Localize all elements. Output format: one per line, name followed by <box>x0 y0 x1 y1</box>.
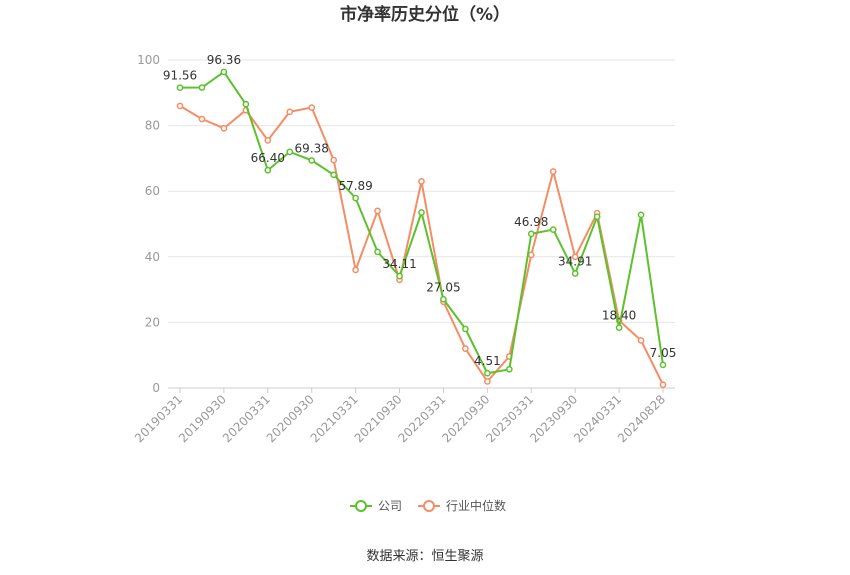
legend-label[interactable]: 公司 <box>378 499 402 513</box>
data-point[interactable] <box>659 381 667 389</box>
data-point[interactable] <box>330 156 338 164</box>
data-label: 34.11 <box>382 257 416 271</box>
data-point[interactable] <box>462 325 469 333</box>
data-point[interactable] <box>484 378 491 385</box>
series-layer <box>176 68 667 389</box>
source-note: 数据来源：恒生聚源 <box>366 549 483 564</box>
x-tick-label: 20240828 <box>615 392 668 445</box>
data-label: 69.38 <box>295 141 329 155</box>
data-point[interactable] <box>396 272 403 280</box>
data-point[interactable] <box>440 295 447 303</box>
data-point[interactable] <box>637 211 645 219</box>
series-line <box>179 105 664 386</box>
data-point[interactable] <box>176 84 184 92</box>
legend-marker <box>355 500 367 512</box>
data-point[interactable] <box>220 68 228 76</box>
data-point[interactable] <box>505 365 513 373</box>
data-point[interactable] <box>264 137 272 144</box>
y-axis-labels: 0 20 40 60 80 100 <box>137 53 160 395</box>
data-point[interactable] <box>615 324 623 331</box>
data-label: 46.98 <box>514 215 548 229</box>
data-point[interactable] <box>330 171 338 179</box>
data-point[interactable] <box>571 253 579 261</box>
y-tick-label: 100 <box>137 53 160 67</box>
data-point[interactable] <box>308 157 316 164</box>
y-tick-label: 0 <box>152 381 160 395</box>
data-label: 66.40 <box>251 151 285 165</box>
y-tick-label: 80 <box>145 119 160 133</box>
y-tick-label: 40 <box>145 250 160 264</box>
data-point[interactable] <box>264 166 272 174</box>
legend-marker <box>423 500 435 512</box>
data-label: 91.56 <box>163 69 197 83</box>
data-point[interactable] <box>527 230 535 238</box>
data-point[interactable] <box>549 168 557 175</box>
data-point[interactable] <box>286 148 294 156</box>
data-point[interactable] <box>176 102 184 110</box>
legend[interactable]: 公司 行业中位数 <box>350 498 506 513</box>
data-point[interactable] <box>308 104 316 111</box>
data-label: 18.40 <box>602 309 636 323</box>
data-point[interactable] <box>352 194 359 202</box>
data-point[interactable] <box>593 213 601 221</box>
data-label: 4.51 <box>474 354 501 368</box>
data-point[interactable] <box>418 178 425 185</box>
data-labels: 91.56 96.36 66.40 69.38 57.89 34.11 27.05 4.51 4… <box>163 53 677 368</box>
data-label: 7.05 <box>650 346 677 360</box>
data-point[interactable] <box>242 100 250 108</box>
data-label: 57.89 <box>338 179 372 193</box>
legend-label[interactable]: 行业中位数 <box>446 498 506 513</box>
data-point[interactable] <box>286 108 294 116</box>
data-point[interactable] <box>418 209 425 216</box>
data-point[interactable] <box>659 361 667 369</box>
data-point[interactable] <box>374 207 381 215</box>
x-axis: 2019033120190930202003312020093020210331… <box>132 388 668 445</box>
data-point[interactable] <box>484 369 491 377</box>
data-label: 34.91 <box>558 254 592 268</box>
data-point[interactable] <box>549 226 557 233</box>
data-point[interactable] <box>571 270 579 277</box>
data-point[interactable] <box>352 266 359 274</box>
data-point[interactable] <box>462 345 469 352</box>
chart-title: 市净率历史分位（%） <box>340 4 510 25</box>
data-label: 27.05 <box>426 280 460 294</box>
data-point[interactable] <box>220 124 228 132</box>
series-line <box>179 70 664 375</box>
data-point[interactable] <box>374 248 381 256</box>
data-point[interactable] <box>198 115 206 123</box>
data-label: 96.36 <box>207 53 241 67</box>
data-point[interactable] <box>527 251 535 259</box>
y-tick-label: 20 <box>145 315 160 329</box>
data-point[interactable] <box>637 337 645 344</box>
data-point[interactable] <box>198 84 206 91</box>
y-tick-label: 60 <box>145 184 160 198</box>
